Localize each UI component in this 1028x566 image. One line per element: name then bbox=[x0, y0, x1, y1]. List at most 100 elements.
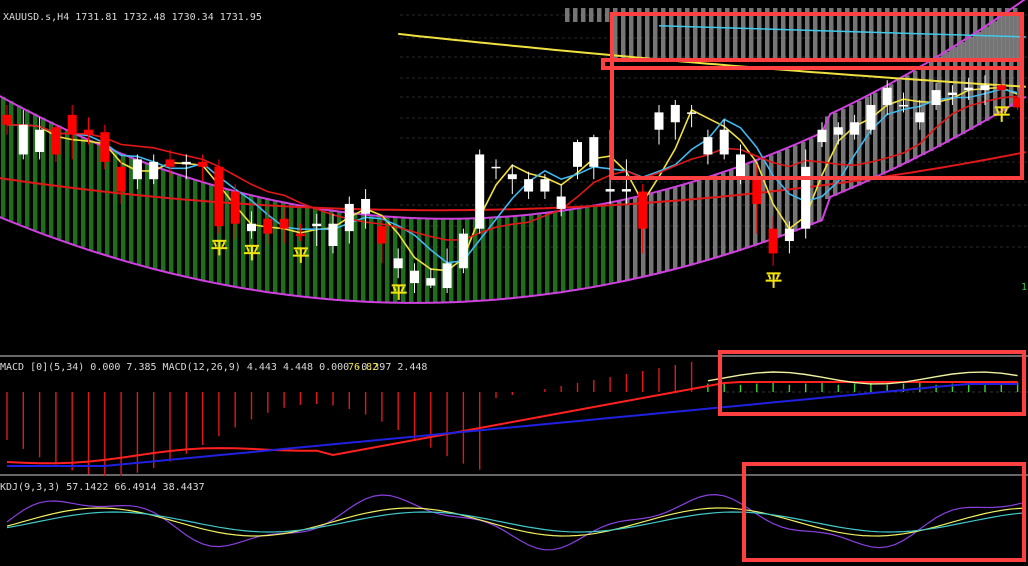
band-stripe bbox=[673, 187, 678, 270]
candle-body bbox=[850, 122, 860, 135]
candle-body bbox=[589, 137, 599, 167]
band-stripe-upper bbox=[717, 8, 722, 62]
candle-body bbox=[491, 166, 501, 169]
candle-body bbox=[964, 87, 974, 91]
band-stripe-upper bbox=[661, 8, 666, 62]
band-stripe-upper bbox=[637, 8, 642, 62]
candle-body bbox=[784, 228, 794, 242]
candle-body bbox=[35, 129, 45, 152]
band-stripe bbox=[737, 167, 742, 252]
signal-mark: 平 bbox=[390, 283, 407, 303]
kdj-header: KDJ(9,3,3) 57.1422 66.4914 38.4437 bbox=[0, 482, 205, 493]
band-stripe bbox=[521, 215, 526, 298]
candle-body bbox=[996, 85, 1006, 91]
band-stripe bbox=[105, 147, 110, 256]
band-stripe bbox=[9, 101, 14, 221]
band-stripe-upper bbox=[605, 8, 610, 22]
band-stripe-upper bbox=[989, 8, 994, 62]
band-stripe bbox=[361, 214, 366, 302]
band-stripe-upper bbox=[869, 8, 874, 62]
candle-body bbox=[312, 223, 322, 227]
candle-body bbox=[67, 114, 77, 135]
band-stripe bbox=[241, 192, 246, 288]
band-stripe bbox=[153, 165, 158, 269]
band-stripe-upper bbox=[685, 8, 690, 62]
band-stripe-upper bbox=[621, 8, 626, 62]
band-stripe bbox=[65, 129, 70, 242]
band-stripe bbox=[353, 213, 358, 302]
band-stripe bbox=[449, 218, 454, 303]
channel-envelope-lines bbox=[0, 0, 1027, 304]
main-chart-header: XAUUSD.s,H4 1731.81 1732.48 1730.34 1731… bbox=[3, 12, 262, 23]
band-stripe bbox=[761, 158, 766, 243]
band-stripe bbox=[505, 216, 510, 299]
band-stripe bbox=[201, 181, 206, 281]
band-stripe bbox=[409, 217, 414, 303]
band-stripe bbox=[961, 42, 966, 135]
candle-body bbox=[165, 159, 175, 167]
band-stripe-upper bbox=[885, 8, 890, 62]
kdj-k-line bbox=[6, 507, 1026, 537]
band-stripe bbox=[25, 109, 30, 228]
band-stripe bbox=[641, 195, 646, 278]
candle-body bbox=[736, 154, 745, 180]
candle-body bbox=[100, 132, 110, 162]
band-stripe bbox=[329, 210, 334, 300]
band-stripe bbox=[137, 159, 142, 265]
band-stripe bbox=[745, 164, 750, 249]
band-stripe bbox=[425, 218, 430, 303]
band-stripe bbox=[657, 191, 662, 274]
band-stripe bbox=[569, 209, 574, 291]
band-stripe bbox=[617, 201, 622, 283]
channel-lower-line bbox=[0, 95, 1027, 304]
right-edge-label: 1 bbox=[1021, 282, 1027, 293]
candle-body bbox=[573, 142, 582, 167]
band-stripe bbox=[721, 172, 726, 257]
candle-body bbox=[214, 166, 224, 227]
band-stripe bbox=[217, 186, 222, 284]
candle-body bbox=[18, 124, 28, 155]
band-stripe bbox=[345, 212, 350, 301]
band-stripe bbox=[1001, 15, 1006, 112]
band-stripe bbox=[113, 150, 118, 258]
candle-body bbox=[768, 228, 778, 254]
band-stripe bbox=[705, 177, 710, 261]
kdj-j-line bbox=[6, 493, 1026, 551]
band-stripe-upper bbox=[581, 8, 586, 22]
band-stripe-upper bbox=[893, 8, 898, 62]
upper-cyan-line bbox=[658, 25, 1026, 38]
candle-body bbox=[377, 226, 387, 244]
candle-body bbox=[899, 104, 908, 107]
candle-body bbox=[915, 112, 925, 123]
band-stripe bbox=[385, 216, 390, 303]
band-stripe bbox=[401, 217, 406, 303]
kdj-lines bbox=[6, 493, 1026, 551]
highlight-box bbox=[718, 350, 1026, 416]
band-stripe bbox=[985, 26, 990, 121]
band-stripe bbox=[81, 136, 86, 248]
highlight-box bbox=[742, 462, 1026, 562]
upper-yellow-line bbox=[398, 32, 1026, 88]
band-stripe-upper bbox=[597, 8, 602, 22]
candle-body bbox=[279, 218, 289, 229]
band-stripe-upper bbox=[645, 8, 650, 62]
kdj-d-line bbox=[6, 511, 1026, 533]
band-stripe bbox=[561, 210, 566, 293]
macd-header: MACD [0](5,34) 0.000 7.385 MACD(12,26,9)… bbox=[0, 362, 427, 373]
band-stripe bbox=[905, 75, 910, 164]
candle-body bbox=[687, 112, 697, 114]
candle-body bbox=[703, 137, 713, 155]
candle-body bbox=[149, 161, 159, 180]
band-stripe bbox=[177, 174, 182, 275]
candle-body bbox=[181, 161, 191, 165]
band-stripe bbox=[49, 121, 54, 237]
band-stripe bbox=[649, 193, 654, 276]
signal-mark: 平 bbox=[765, 271, 782, 291]
candle-body bbox=[556, 196, 566, 209]
band-stripe bbox=[921, 66, 926, 156]
signal-mark: 平 bbox=[993, 105, 1010, 125]
candle-body bbox=[507, 174, 517, 180]
band-stripe bbox=[857, 100, 862, 186]
band-stripe-upper bbox=[797, 8, 802, 62]
